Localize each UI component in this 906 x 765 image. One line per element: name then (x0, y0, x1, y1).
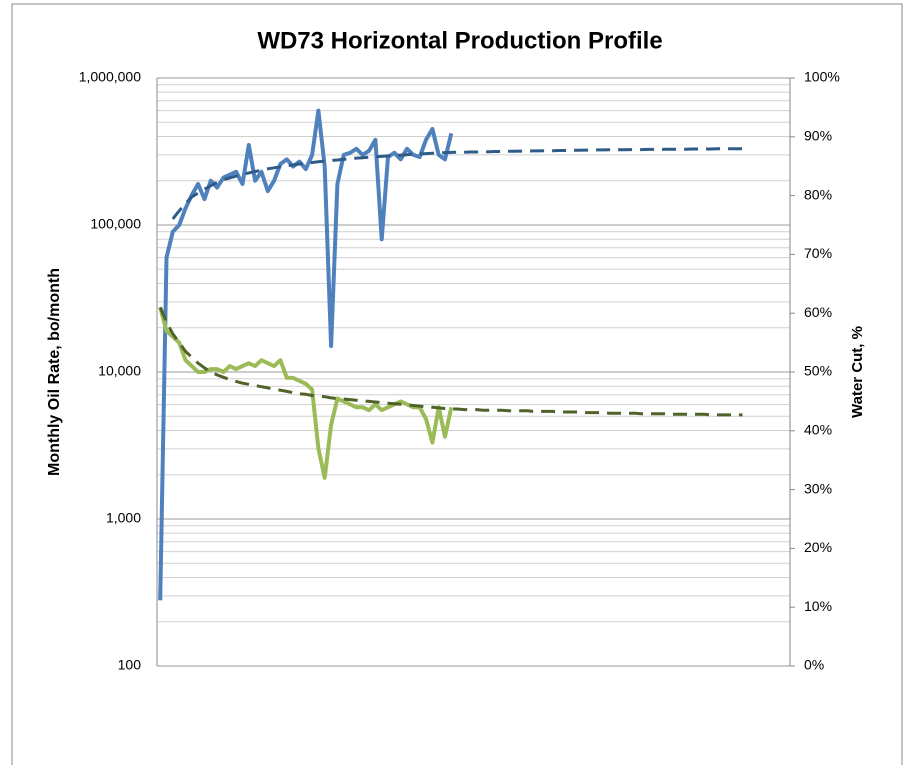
y-tick-label: 1,000 (106, 510, 141, 526)
y-axis-label: Monthly Oil Rate, bo/month (46, 268, 63, 476)
chart-border (11, 3, 903, 765)
trend-line (158, 306, 743, 417)
y-tick-label: 10,000 (98, 363, 141, 379)
y2-tick-label: 90% (804, 128, 832, 144)
y-tick-label: 100,000 (90, 216, 141, 232)
y2-tick-label: 40% (804, 422, 832, 438)
y2-tick-label: 0% (804, 657, 824, 673)
data-line (158, 108, 454, 601)
y2-tick-label: 20% (804, 539, 832, 555)
y2-tick-label: 10% (804, 598, 832, 614)
y-tick-label: 1,000,000 (79, 69, 141, 85)
y2-tick-label: 80% (804, 186, 832, 202)
y2-tick-label: 50% (804, 363, 832, 379)
y2-axis-label: Water Cut, % (849, 326, 866, 418)
y2-tick-label: 60% (804, 304, 832, 320)
y-tick-label: 100 (118, 657, 142, 673)
data-line (158, 306, 454, 480)
y2-tick-label: 30% (804, 480, 832, 496)
y2-tick-label: 100% (804, 69, 840, 85)
y2-tick-label: 70% (804, 245, 832, 261)
trend-line (171, 147, 743, 220)
chart-title: WD73 Horizontal Production Profile (257, 27, 662, 54)
